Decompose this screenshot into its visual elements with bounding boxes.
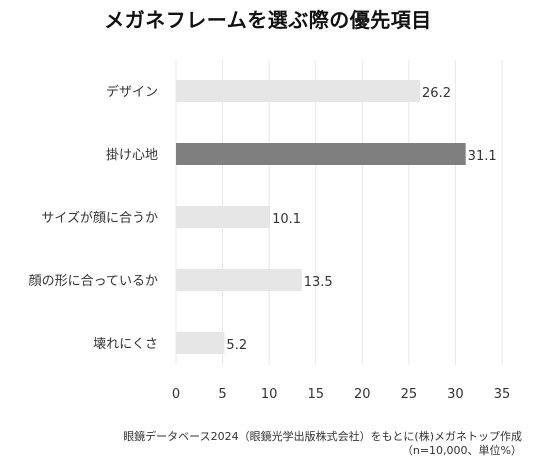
x-axis-ticks: 0 5 10 15 20 25 30 35 — [172, 387, 510, 402]
category-label: 顔の形に合っているか — [29, 274, 158, 289]
category-label: デザイン — [106, 84, 158, 100]
category-label: サイズが顔に合うか — [41, 210, 158, 226]
x-tick-label: 10 — [261, 387, 278, 402]
bar-1 — [176, 80, 421, 102]
source-line-1: 眼鏡データベース2024（眼鏡光学出版株式会社）をもとに(株)メガネトップ作成 — [123, 430, 522, 443]
x-tick-label: 15 — [307, 387, 324, 402]
x-tick-label: 30 — [447, 387, 464, 402]
bar-2 — [176, 143, 466, 165]
source-note: 眼鏡データベース2024（眼鏡光学出版株式会社）をもとに(株)メガネトップ作成 … — [123, 430, 522, 458]
x-tick-label: 35 — [494, 387, 511, 402]
chart-title: メガネフレームを選ぶ際の優先項目 — [104, 8, 432, 32]
x-tick-label: 20 — [354, 387, 371, 402]
category-label: 壊れにくさ — [93, 337, 158, 352]
value-label: 13.5 — [304, 275, 333, 290]
value-label: 31.1 — [468, 149, 497, 164]
bar-4 — [176, 269, 302, 291]
x-tick-label: 25 — [401, 387, 418, 402]
x-tick-label: 0 — [172, 387, 180, 402]
bars — [176, 80, 466, 354]
x-tick-label: 5 — [218, 387, 226, 402]
value-label: 10.1 — [272, 212, 301, 227]
value-label: 26.2 — [422, 86, 451, 101]
source-line-2: （n=10,000、単位%） — [401, 444, 522, 457]
value-label: 5.2 — [226, 338, 247, 353]
value-labels: 26.2 31.1 10.1 13.5 5.2 — [226, 86, 496, 353]
bar-3 — [176, 206, 271, 228]
category-label: 掛け心地 — [106, 148, 158, 163]
bar-5 — [176, 332, 225, 354]
